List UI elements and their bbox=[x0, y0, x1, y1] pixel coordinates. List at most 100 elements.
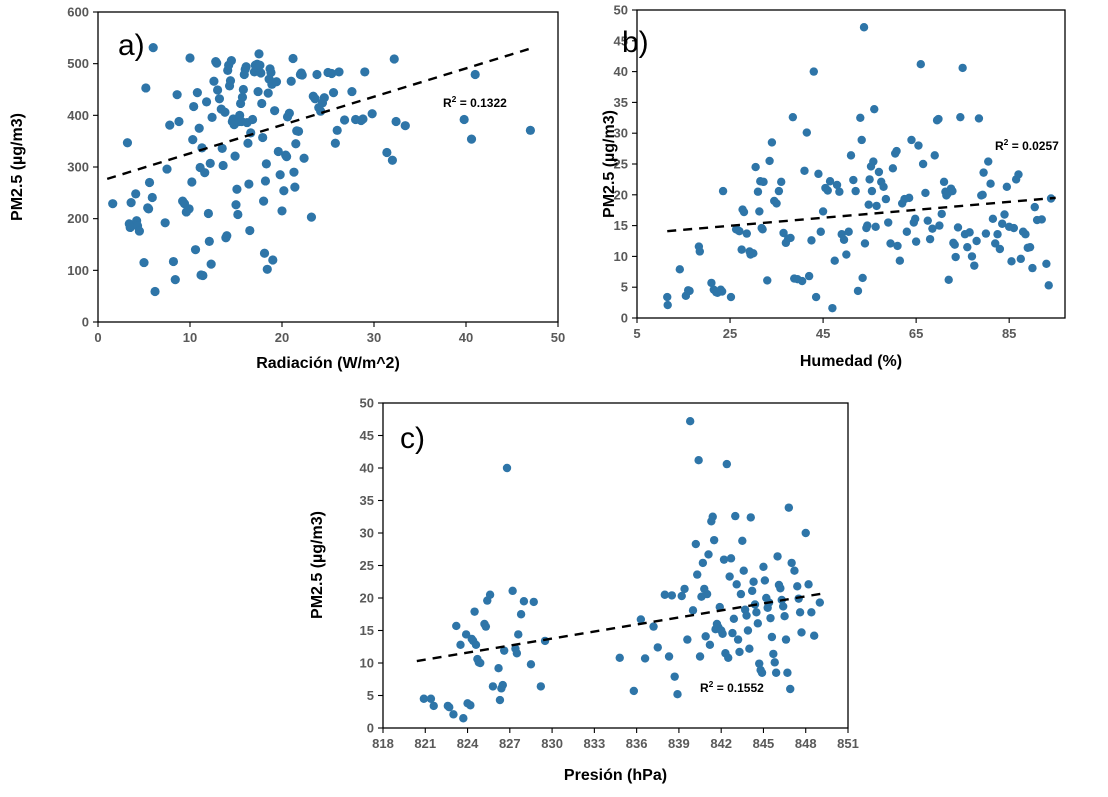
x-tick-label: 833 bbox=[584, 736, 606, 751]
data-point bbox=[213, 85, 223, 95]
data-point bbox=[771, 668, 781, 677]
data-point bbox=[256, 68, 266, 78]
data-point bbox=[718, 186, 728, 196]
data-point bbox=[823, 186, 832, 195]
trendline bbox=[667, 196, 1056, 233]
data-point bbox=[485, 590, 495, 599]
data-point bbox=[780, 612, 789, 621]
data-point bbox=[978, 190, 987, 199]
x-axis-title: Humedad (%) bbox=[800, 353, 902, 370]
data-point bbox=[828, 303, 837, 313]
data-point bbox=[970, 261, 979, 270]
data-point bbox=[126, 198, 136, 208]
data-point bbox=[879, 182, 888, 191]
data-point bbox=[471, 640, 481, 649]
data-point bbox=[974, 114, 984, 123]
data-point bbox=[108, 199, 118, 209]
data-point bbox=[918, 159, 928, 169]
data-point bbox=[869, 157, 878, 166]
data-point bbox=[693, 570, 702, 579]
data-point bbox=[979, 168, 988, 177]
data-point bbox=[772, 199, 781, 208]
data-point-group bbox=[663, 23, 1056, 313]
data-point bbox=[184, 204, 194, 214]
data-point bbox=[253, 86, 263, 97]
data-point bbox=[332, 125, 342, 135]
data-point bbox=[629, 686, 639, 696]
data-point bbox=[691, 539, 701, 549]
x-axis-title: Radiación (W/m^2) bbox=[256, 355, 400, 372]
x-tick-label: 824 bbox=[457, 736, 479, 751]
data-point bbox=[508, 586, 517, 596]
x-tick-label: 85 bbox=[1002, 326, 1016, 341]
data-point bbox=[804, 580, 813, 589]
data-point bbox=[939, 177, 949, 187]
data-point bbox=[284, 108, 294, 118]
x-tick-label: 5 bbox=[633, 326, 640, 341]
data-point bbox=[147, 192, 157, 203]
data-point bbox=[122, 138, 133, 148]
data-point bbox=[928, 224, 937, 233]
data-point bbox=[260, 176, 271, 186]
data-point bbox=[766, 613, 775, 623]
data-point bbox=[653, 643, 662, 652]
data-point bbox=[174, 116, 184, 127]
data-point bbox=[777, 177, 786, 187]
data-point bbox=[857, 135, 866, 145]
data-point bbox=[911, 214, 920, 224]
data-point bbox=[1014, 170, 1023, 179]
data-point bbox=[832, 180, 842, 190]
x-tick-label: 10 bbox=[183, 330, 197, 345]
data-point bbox=[254, 49, 264, 59]
y-tick-label: 0 bbox=[621, 311, 628, 326]
data-point bbox=[867, 186, 877, 196]
data-point bbox=[319, 93, 329, 103]
data-point bbox=[419, 694, 429, 703]
data-point bbox=[767, 632, 777, 642]
data-point bbox=[226, 55, 236, 66]
data-point bbox=[951, 252, 960, 262]
data-point bbox=[1042, 259, 1051, 268]
x-tick-label: 842 bbox=[710, 736, 732, 751]
data-point bbox=[466, 134, 477, 144]
y-tick-label: 35 bbox=[614, 95, 628, 110]
data-point bbox=[675, 265, 684, 274]
data-point bbox=[125, 222, 135, 233]
data-point bbox=[787, 558, 796, 568]
data-point bbox=[783, 668, 792, 677]
data-point bbox=[297, 70, 307, 80]
data-point bbox=[788, 112, 798, 122]
data-point bbox=[200, 168, 210, 178]
data-point bbox=[815, 598, 825, 607]
data-point bbox=[664, 652, 674, 661]
data-point bbox=[728, 628, 737, 638]
data-point bbox=[262, 264, 272, 274]
data-point bbox=[172, 90, 182, 100]
data-point bbox=[859, 23, 869, 32]
panel-letter: a) bbox=[118, 29, 145, 62]
data-point bbox=[830, 256, 839, 265]
data-point bbox=[963, 242, 972, 252]
y-axis-title: PM2.5 (µg/m3) bbox=[601, 110, 618, 218]
data-point bbox=[732, 580, 741, 589]
data-point bbox=[310, 94, 320, 104]
data-point bbox=[1044, 281, 1053, 290]
data-point bbox=[495, 695, 505, 705]
data-point bbox=[529, 597, 538, 607]
data-point bbox=[811, 292, 821, 302]
x-tick-label: 848 bbox=[795, 736, 817, 751]
data-point bbox=[865, 175, 874, 184]
data-point bbox=[988, 214, 998, 224]
data-point bbox=[389, 54, 399, 64]
data-point bbox=[778, 602, 788, 611]
data-point bbox=[673, 690, 682, 699]
data-point bbox=[872, 201, 881, 211]
data-point bbox=[776, 584, 785, 593]
data-point bbox=[749, 577, 758, 586]
data-point bbox=[255, 60, 265, 70]
data-point bbox=[786, 233, 795, 243]
data-point bbox=[640, 654, 650, 663]
y-axis-title: PM2.5 (µg/m3) bbox=[9, 113, 26, 221]
data-point bbox=[456, 640, 465, 649]
data-point bbox=[214, 94, 225, 104]
